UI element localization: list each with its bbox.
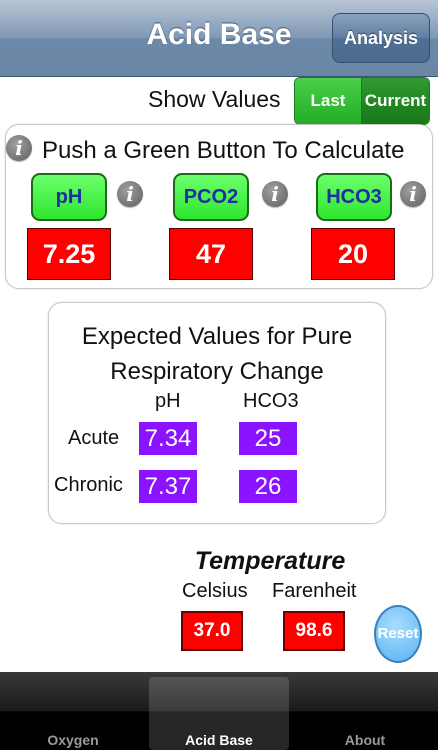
current-segment[interactable]: Current: [362, 78, 429, 124]
info-icon[interactable]: i: [6, 135, 32, 161]
column-hco3-label: HCO3: [243, 390, 299, 412]
expected-title-line1: Expected Values for Pure: [81, 323, 353, 350]
ph-value: 7.25: [27, 228, 111, 280]
acute-ph-value: 7.34: [139, 422, 197, 455]
calculate-heading: Push a Green Button To Calculate: [42, 137, 405, 164]
tab-about-label: About: [344, 732, 386, 748]
temperature-title: Temperature: [194, 547, 346, 575]
hco3-value: 20: [311, 228, 395, 280]
celsius-value[interactable]: 37.0: [181, 611, 243, 651]
expected-title-line2: Respiratory Change: [110, 358, 324, 385]
ph-button[interactable]: pH: [31, 173, 107, 221]
pco2-button[interactable]: PCO2: [173, 173, 249, 221]
hco3-info-icon[interactable]: i: [400, 181, 426, 207]
pco2-info-icon[interactable]: i: [262, 181, 288, 207]
chronic-ph-value: 7.37: [139, 470, 197, 503]
show-values-label: Show Values: [148, 86, 281, 112]
tab-about[interactable]: About: [292, 672, 438, 750]
acute-label: Acute: [68, 427, 120, 449]
acute-hco3-value: 25: [239, 422, 297, 455]
tab-bar: [0, 672, 438, 750]
reset-button[interactable]: Reset: [374, 605, 422, 663]
celsius-label: Celsius: [182, 580, 248, 602]
tab-acid-base-label: Acid Base: [185, 732, 253, 748]
tab-acid-base-highlight: [149, 677, 289, 750]
analysis-button[interactable]: Analysis: [332, 13, 430, 63]
farenheit-label: Farenheit: [272, 580, 357, 602]
tab-oxygen[interactable]: Oxygen: [0, 672, 146, 750]
show-values-segmented-control: Last Current: [294, 77, 430, 125]
column-ph-label: pH: [155, 390, 181, 412]
expected-values-panel: [48, 302, 386, 524]
tab-acid-base[interactable]: Acid Base: [146, 672, 292, 750]
pco2-value: 47: [169, 228, 253, 280]
page-title: Acid Base: [146, 18, 292, 51]
navigation-bar: Acid Base Analysis: [0, 0, 438, 77]
last-segment[interactable]: Last: [295, 78, 362, 124]
hco3-button[interactable]: HCO3: [316, 173, 392, 221]
ph-info-icon[interactable]: i: [117, 181, 143, 207]
chronic-label: Chronic: [54, 474, 123, 496]
tab-oxygen-label: Oxygen: [47, 732, 99, 748]
farenheit-value[interactable]: 98.6: [283, 611, 345, 651]
chronic-hco3-value: 26: [239, 470, 297, 503]
